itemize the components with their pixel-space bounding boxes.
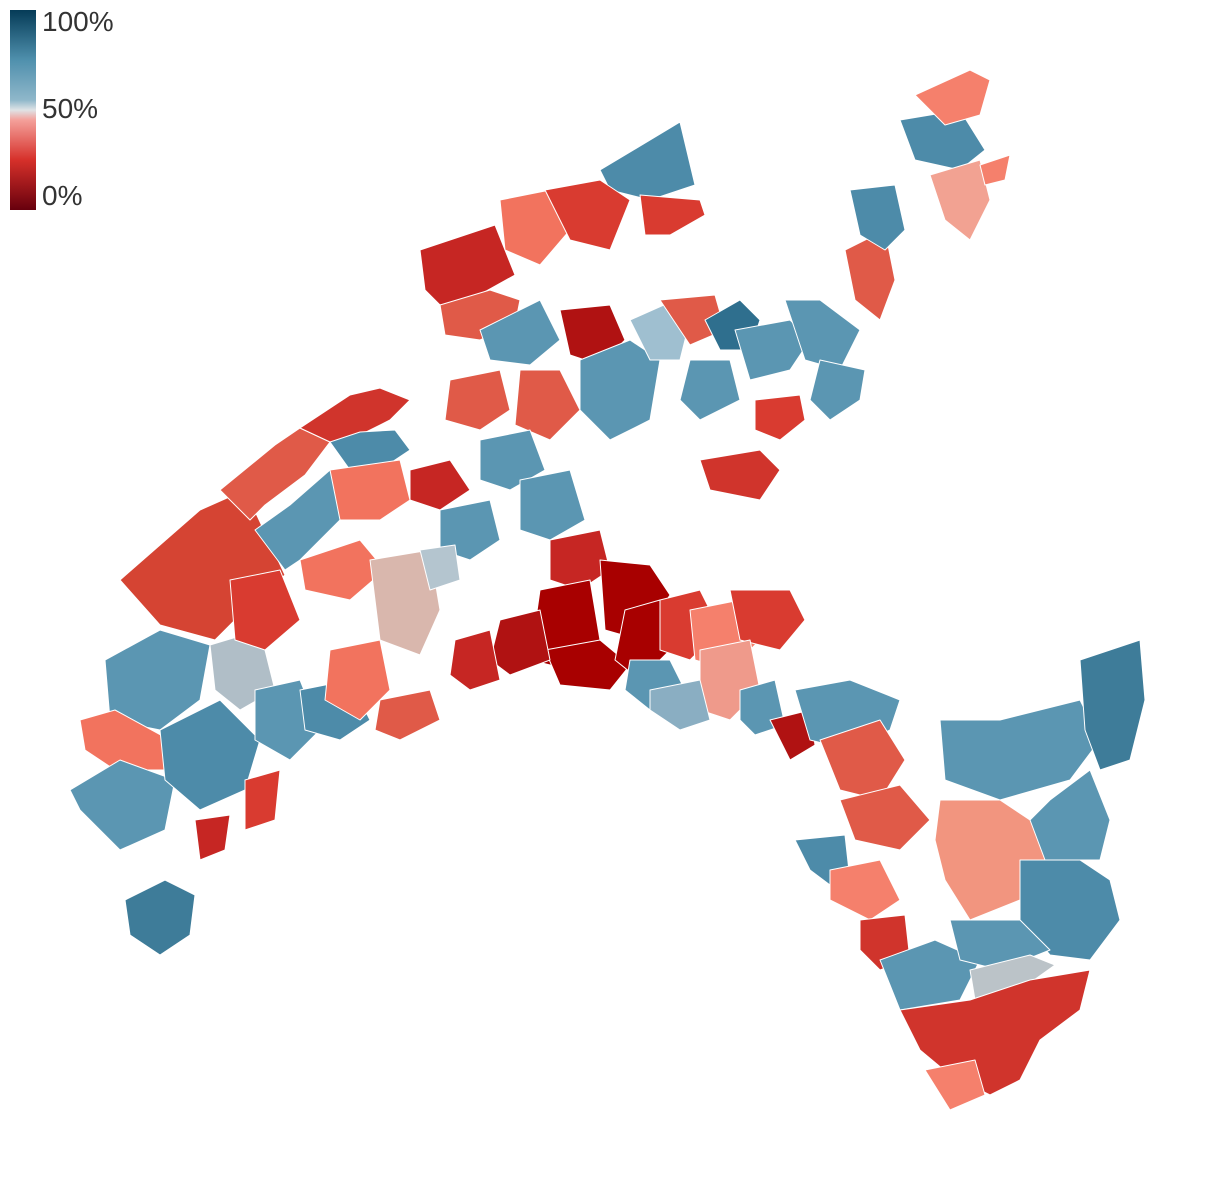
municipality-region bbox=[544, 179, 631, 251]
municipality-region bbox=[499, 189, 571, 266]
municipality-region bbox=[124, 879, 196, 956]
municipality-region bbox=[299, 539, 386, 601]
municipality-region bbox=[754, 394, 806, 441]
municipality-region bbox=[929, 159, 991, 241]
municipality-region bbox=[479, 299, 561, 366]
municipality-region bbox=[324, 639, 391, 721]
municipality-region bbox=[1079, 639, 1146, 771]
municipality-region bbox=[409, 459, 471, 511]
legend-min-label: 0% bbox=[42, 180, 83, 211]
map-regions bbox=[69, 69, 1146, 1111]
municipality-region bbox=[514, 369, 581, 441]
municipality-region bbox=[734, 319, 811, 381]
municipality-region bbox=[444, 369, 511, 431]
municipality-region bbox=[879, 939, 981, 1011]
legend-color-bar bbox=[10, 10, 36, 210]
municipality-region bbox=[244, 769, 281, 831]
municipality-region bbox=[489, 609, 551, 676]
municipality-region bbox=[914, 69, 991, 126]
municipality-region bbox=[519, 469, 586, 541]
municipality-region bbox=[229, 569, 301, 651]
municipality-region bbox=[419, 224, 516, 306]
municipality-region bbox=[599, 121, 696, 201]
municipality-region bbox=[939, 699, 1101, 801]
municipality-region bbox=[829, 859, 901, 921]
municipality-region bbox=[839, 784, 931, 851]
municipality-region bbox=[219, 427, 331, 521]
municipality-region bbox=[924, 1059, 986, 1111]
municipality-region bbox=[979, 154, 1011, 186]
municipality-region bbox=[419, 544, 461, 591]
municipality-region bbox=[769, 709, 816, 761]
municipality-region bbox=[639, 194, 706, 236]
legend-mid-label: 50% bbox=[42, 93, 99, 124]
municipality-region bbox=[729, 589, 806, 651]
legend-max-label: 100% bbox=[42, 6, 114, 37]
municipality-region bbox=[579, 339, 661, 441]
municipality-region bbox=[649, 679, 711, 731]
municipality-region bbox=[819, 719, 906, 801]
municipality-region bbox=[699, 449, 781, 501]
municipality-region bbox=[374, 689, 441, 741]
municipality-region bbox=[809, 359, 866, 421]
municipality-region bbox=[449, 629, 501, 691]
municipality-region bbox=[69, 759, 176, 851]
municipality-region bbox=[784, 299, 861, 371]
municipality-region bbox=[329, 459, 411, 521]
municipality-region bbox=[969, 954, 1056, 1001]
municipality-region bbox=[544, 639, 631, 691]
municipality-region bbox=[849, 184, 906, 251]
municipality-region bbox=[549, 529, 611, 591]
municipality-region bbox=[679, 359, 741, 421]
color-legend: 100% 50% 0% bbox=[10, 8, 130, 213]
municipality-region bbox=[194, 814, 231, 861]
